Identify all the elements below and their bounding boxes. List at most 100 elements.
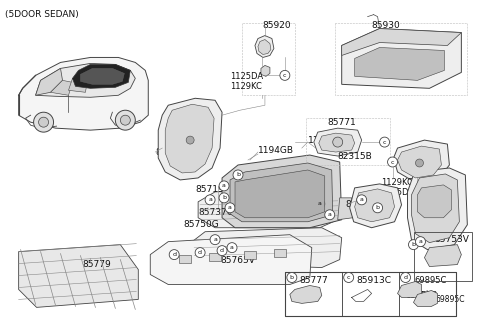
Text: 69895C: 69895C <box>415 276 447 284</box>
Text: 85750G: 85750G <box>183 220 219 229</box>
Text: a: a <box>228 205 232 210</box>
Polygon shape <box>19 245 138 307</box>
Polygon shape <box>394 140 449 182</box>
Circle shape <box>287 273 297 282</box>
Polygon shape <box>342 29 461 56</box>
Circle shape <box>315 199 325 209</box>
Text: c: c <box>347 275 350 280</box>
Polygon shape <box>209 253 221 261</box>
Bar <box>285 271 342 316</box>
Text: c: c <box>283 73 287 78</box>
Text: 85777: 85777 <box>300 276 329 284</box>
Polygon shape <box>81 68 124 84</box>
Circle shape <box>333 137 343 147</box>
Text: 85750C: 85750C <box>271 176 306 185</box>
Text: 85913C: 85913C <box>357 276 392 284</box>
Text: d: d <box>220 248 224 253</box>
Polygon shape <box>355 189 395 222</box>
Text: c: c <box>383 140 386 145</box>
Bar <box>415 232 472 281</box>
Circle shape <box>38 117 48 127</box>
Circle shape <box>344 273 354 282</box>
Text: 1194GB: 1194GB <box>258 146 294 155</box>
Polygon shape <box>418 185 451 218</box>
Text: d: d <box>198 250 202 255</box>
Circle shape <box>416 237 425 247</box>
Text: a: a <box>208 197 212 202</box>
Circle shape <box>169 250 179 260</box>
Polygon shape <box>411 174 459 243</box>
Polygon shape <box>69 78 87 92</box>
Polygon shape <box>274 249 286 257</box>
Text: 85737G: 85737G <box>198 208 234 217</box>
Polygon shape <box>338 198 353 220</box>
Text: 85930: 85930 <box>372 20 400 30</box>
Polygon shape <box>319 133 355 152</box>
Circle shape <box>233 170 243 180</box>
Circle shape <box>280 71 290 80</box>
Bar <box>398 271 456 316</box>
Circle shape <box>195 248 205 258</box>
Circle shape <box>186 136 194 144</box>
Text: 82315B: 82315B <box>338 152 372 161</box>
Circle shape <box>400 273 410 282</box>
Text: 1194GB: 1194GB <box>308 136 344 145</box>
Polygon shape <box>230 163 333 222</box>
Circle shape <box>325 210 335 220</box>
Text: 85715J: 85715J <box>346 200 377 209</box>
Text: 85920: 85920 <box>262 20 290 30</box>
Circle shape <box>372 203 383 213</box>
Text: a: a <box>419 239 422 244</box>
Circle shape <box>34 112 54 132</box>
Bar <box>285 271 456 316</box>
Polygon shape <box>408 168 468 250</box>
Text: a: a <box>318 201 322 206</box>
Polygon shape <box>244 251 256 259</box>
Circle shape <box>408 240 419 250</box>
Text: a: a <box>360 197 363 202</box>
Polygon shape <box>255 35 274 58</box>
Polygon shape <box>258 40 271 55</box>
Text: 1125DA: 1125DA <box>230 72 263 81</box>
Text: 85719M: 85719M <box>195 185 232 194</box>
Polygon shape <box>424 245 461 266</box>
Text: 1125DA: 1125DA <box>382 188 415 197</box>
Polygon shape <box>290 285 322 304</box>
Text: b: b <box>222 195 226 200</box>
Polygon shape <box>397 281 421 297</box>
Text: 85771: 85771 <box>328 118 357 127</box>
Text: 85779: 85779 <box>83 260 111 268</box>
Circle shape <box>217 246 227 255</box>
Text: 85910: 85910 <box>411 162 440 171</box>
Circle shape <box>380 137 390 147</box>
Polygon shape <box>72 64 130 88</box>
Polygon shape <box>158 98 222 180</box>
Circle shape <box>225 203 235 213</box>
Text: b: b <box>236 173 240 177</box>
Text: a: a <box>230 245 234 250</box>
Text: 85730A: 85730A <box>418 193 452 202</box>
Polygon shape <box>165 104 214 173</box>
Polygon shape <box>192 228 342 267</box>
Circle shape <box>210 235 220 245</box>
Polygon shape <box>261 65 270 76</box>
Text: d: d <box>404 275 408 280</box>
Text: 69855B: 69855B <box>406 292 438 300</box>
Circle shape <box>115 110 135 130</box>
Polygon shape <box>19 58 148 130</box>
Circle shape <box>219 193 229 203</box>
Text: a: a <box>222 183 226 188</box>
Circle shape <box>387 157 397 167</box>
Circle shape <box>357 195 367 205</box>
Text: b: b <box>290 275 294 280</box>
Polygon shape <box>397 146 442 178</box>
Circle shape <box>219 181 229 191</box>
Polygon shape <box>413 291 437 306</box>
Bar <box>342 271 398 316</box>
Polygon shape <box>350 184 402 228</box>
Text: a: a <box>213 237 217 242</box>
Polygon shape <box>314 128 361 156</box>
Polygon shape <box>36 63 135 97</box>
Polygon shape <box>355 47 444 80</box>
Text: b: b <box>411 242 416 247</box>
